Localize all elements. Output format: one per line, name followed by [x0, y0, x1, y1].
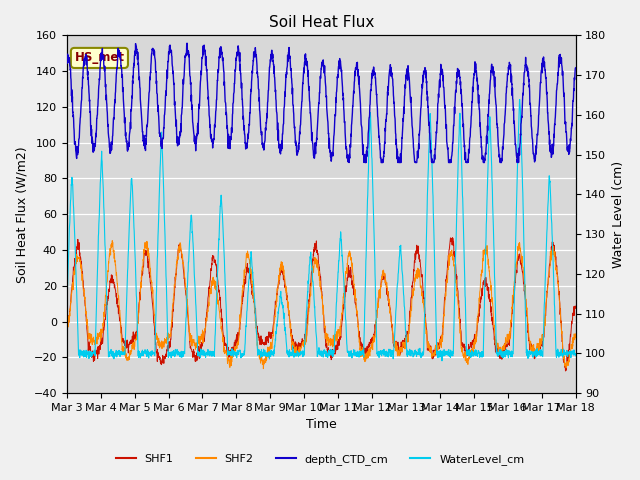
Legend: SHF1, SHF2, depth_CTD_cm, WaterLevel_cm: SHF1, SHF2, depth_CTD_cm, WaterLevel_cm: [111, 450, 529, 469]
Y-axis label: Soil Heat Flux (W/m2): Soil Heat Flux (W/m2): [15, 146, 28, 283]
Title: Soil Heat Flux: Soil Heat Flux: [269, 15, 374, 30]
Y-axis label: Water Level (cm): Water Level (cm): [612, 161, 625, 268]
Text: HS_met: HS_met: [74, 51, 124, 64]
X-axis label: Time: Time: [306, 419, 337, 432]
